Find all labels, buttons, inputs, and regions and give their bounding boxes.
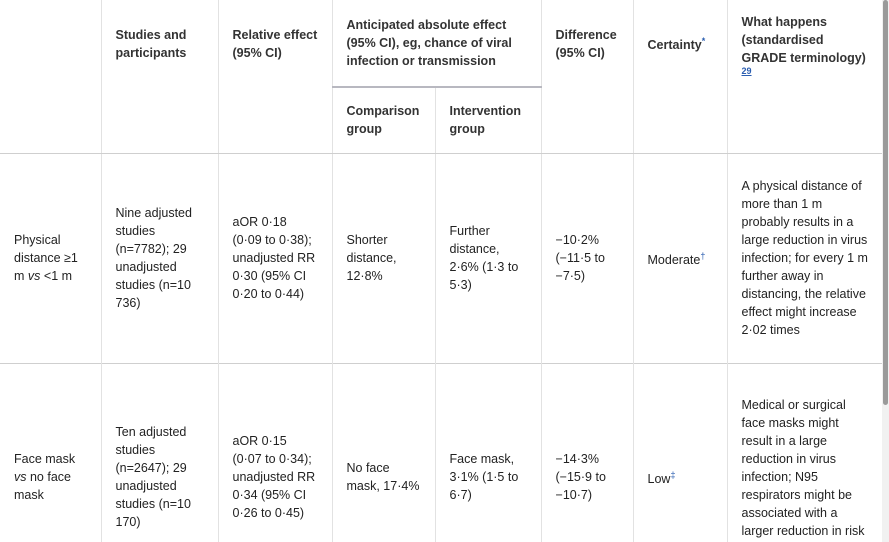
header-cell: [726, 87, 883, 154]
header-cell: [632, 87, 728, 154]
label-text: Face mask: [14, 452, 76, 467]
certainty: Moderate: [647, 253, 701, 268]
cell: Medical or surgical face masks might res…: [726, 362, 883, 542]
header-cell: Difference (95% CI): [540, 0, 634, 87]
cell: Further distance, 2·6% (1·3 to 5·3): [434, 152, 542, 363]
cell: Nine adjusted studies (n=7782); 29 unadj…: [100, 152, 218, 363]
header-cell: Studies and participants: [100, 0, 218, 87]
label-vs: vs: [27, 269, 41, 283]
footnote-mark[interactable]: *: [701, 36, 706, 47]
cell: Moderate†: [632, 152, 728, 363]
cell: −10·2% (−11·5 to −7·5): [540, 152, 634, 363]
cell: Shorter distance, 12·8%: [331, 152, 435, 363]
label-text: <1 m: [43, 269, 73, 283]
cell: A physical distance of more than 1 m pro…: [726, 152, 883, 363]
cell: Ten adjusted studies (n=2647); 29 unadju…: [100, 362, 218, 542]
header-text: Certainty: [647, 38, 702, 53]
subheader-cell: Intervention group: [434, 86, 542, 154]
header-cell: [0, 0, 101, 87]
header-cell: [100, 87, 218, 154]
cell: Low‡: [632, 362, 728, 542]
header-cell: [217, 87, 332, 154]
cell: No face mask, 17·4%: [331, 362, 435, 542]
cell: aOR 0·18 (0·09 to 0·38); unadjusted RR 0…: [217, 152, 332, 363]
row-label: Physical distance ≥1 m vs <1 m: [0, 152, 101, 363]
header-cell: What happens (standardised GRADE termino…: [726, 0, 883, 87]
header-cell: [540, 87, 634, 154]
footnote-mark[interactable]: †: [700, 250, 706, 261]
cell: −14·3% (−15·9 to −10·7): [540, 362, 634, 542]
header-cell: [0, 87, 101, 154]
row-label: Face mask vs no face mask: [0, 362, 101, 542]
scrollbar[interactable]: [882, 0, 889, 542]
certainty: Low: [647, 472, 671, 487]
label-text: Physical distance ≥1 m: [14, 233, 78, 283]
footnote-mark[interactable]: ‡: [670, 470, 676, 481]
cell: aOR 0·15 (0·07 to 0·34); unadjusted RR 0…: [217, 362, 332, 542]
header-text: What happens (standardised GRADE termino…: [741, 14, 866, 65]
cell: Face mask, 3·1% (1·5 to 6·7): [434, 362, 542, 542]
header-cell: Anticipated absolute effect (95% CI), eg…: [331, 0, 542, 87]
reference-link[interactable]: 29: [741, 65, 752, 76]
subheader-cell: Comparison group: [331, 86, 435, 154]
header-cell: Relative effect (95% CI): [217, 0, 332, 87]
label-text: no face mask: [14, 470, 71, 503]
label-vs: vs: [14, 470, 27, 485]
scrollbar-thumb[interactable]: [883, 0, 888, 405]
header-cell: Certainty*: [632, 0, 728, 87]
